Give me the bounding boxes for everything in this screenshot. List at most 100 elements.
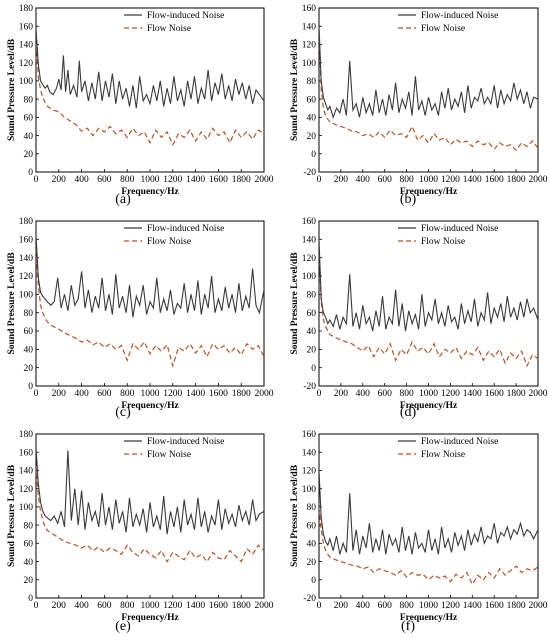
x-tick-label: 2000 (529, 175, 548, 185)
y-tick-label: 120 (302, 254, 317, 264)
series-line-flow-induced-noise (36, 234, 264, 318)
x-tick-label: 800 (120, 601, 135, 611)
y-tick-label: 160 (302, 217, 317, 227)
y-tick-label: 140 (302, 448, 317, 458)
x-axis-title: Frequency/Hz (400, 613, 458, 623)
y-tick-label: 120 (19, 59, 34, 69)
legend-label: Flow Noise (421, 237, 465, 247)
x-tick-label: 1200 (441, 601, 460, 611)
x-tick-label: 1400 (463, 389, 482, 399)
x-tick-label: 400 (74, 389, 89, 399)
y-tick-label: 60 (24, 540, 34, 550)
y-tick-label: -20 (303, 382, 316, 392)
x-tick-label: 1200 (163, 601, 182, 611)
x-tick-label: 0 (34, 389, 39, 399)
y-axis-title: Sound Pressure Level/dB (290, 38, 300, 141)
x-tick-label: 1200 (163, 175, 182, 185)
y-tick-label: 40 (307, 540, 317, 550)
y-tick-label: 60 (24, 327, 34, 337)
y-tick-label: 160 (19, 236, 34, 246)
x-tick-label: 1600 (485, 601, 504, 611)
y-tick-label: 20 (307, 132, 317, 142)
chart-panel-b: 0 200 400 600 800 1000 1200 1400 1600 1800 2000-20… (290, 4, 548, 207)
panel-caption: (a) (115, 192, 131, 207)
x-tick-label: 2000 (529, 601, 548, 611)
x-tick-label: 1400 (186, 389, 205, 399)
x-tick-label: 600 (97, 601, 112, 611)
chart-panel-f: 0 200 400 600 800 1000 1200 1400 1600 1800 2000-20… (290, 430, 548, 634)
y-tick-label: 160 (19, 448, 34, 458)
y-tick-label: 180 (19, 430, 34, 440)
y-tick-label: 160 (302, 4, 317, 14)
y-tick-label: 100 (19, 503, 34, 513)
y-tick-label: -20 (303, 168, 316, 178)
x-tick-label: 400 (74, 601, 89, 611)
y-tick-label: 160 (302, 430, 317, 440)
x-tick-label: 1600 (209, 175, 228, 185)
series-line-flow-induced-noise (319, 26, 538, 120)
y-tick-label: 0 (311, 576, 316, 586)
x-tick-label: 1600 (209, 601, 228, 611)
y-tick-label: 20 (307, 346, 317, 356)
y-tick-label: 80 (307, 291, 317, 301)
y-tick-label: 140 (302, 236, 317, 246)
y-axis-title: Sound Pressure Level/dB (290, 252, 300, 355)
y-tick-label: 40 (307, 327, 317, 337)
legend-label: Flow-induced Noise (421, 11, 498, 21)
x-tick-label: 400 (74, 175, 89, 185)
y-tick-label: 140 (302, 22, 317, 32)
x-tick-label: 0 (34, 601, 39, 611)
legend-label: Flow-induced Noise (421, 437, 498, 447)
y-tick-label: 120 (302, 467, 317, 477)
y-axis-title: Sound Pressure Level/dB (7, 252, 17, 355)
x-tick-label: 0 (317, 175, 322, 185)
series-line-flow-noise (319, 506, 538, 586)
y-tick-label: -20 (303, 594, 316, 604)
legend-label: Flow Noise (147, 237, 191, 247)
series-line-flow-induced-noise (319, 470, 538, 555)
x-tick-label: 1800 (232, 175, 251, 185)
x-tick-label: 200 (52, 175, 67, 185)
x-tick-label: 1800 (507, 175, 526, 185)
x-tick-label: 2000 (255, 175, 274, 185)
y-tick-label: 160 (19, 22, 34, 32)
legend-label: Flow-induced Noise (421, 224, 498, 234)
y-tick-label: 60 (307, 521, 317, 531)
x-tick-label: 1400 (463, 175, 482, 185)
panel-caption: (b) (400, 192, 417, 207)
y-tick-label: 100 (302, 59, 317, 69)
x-tick-label: 1200 (441, 389, 460, 399)
y-tick-label: 0 (28, 168, 33, 178)
x-tick-label: 600 (378, 389, 393, 399)
x-tick-label: 1000 (419, 601, 438, 611)
y-tick-label: 60 (307, 95, 317, 105)
y-tick-label: 0 (28, 382, 33, 392)
legend-label: Flow-induced Noise (147, 11, 224, 21)
chart-panel-c: 0 200 400 600 800 1000 1200 1400 1600 1800 2000 0 20… (7, 217, 274, 420)
series-line-flow-induced-noise (36, 447, 264, 535)
y-tick-label: 100 (302, 485, 317, 495)
series-line-flow-induced-noise (319, 239, 538, 332)
x-axis-title: Frequency/Hz (121, 401, 179, 411)
x-tick-label: 400 (356, 389, 371, 399)
x-tick-label: 1000 (141, 389, 160, 399)
y-tick-label: 80 (24, 309, 34, 319)
x-tick-label: 800 (399, 175, 414, 185)
x-tick-label: 1600 (485, 175, 504, 185)
legend-label: Flow Noise (421, 24, 465, 34)
y-tick-label: 0 (311, 364, 316, 374)
panel-caption: (d) (400, 405, 417, 420)
series-line-flow-noise (319, 30, 538, 152)
y-tick-label: 40 (24, 132, 34, 142)
y-tick-label: 80 (307, 503, 317, 513)
series-line-flow-induced-noise (36, 27, 264, 109)
x-tick-label: 0 (317, 389, 322, 399)
y-tick-label: 100 (19, 291, 34, 301)
legend-label: Flow Noise (147, 24, 191, 34)
x-tick-label: 600 (97, 175, 112, 185)
y-tick-label: 40 (307, 114, 317, 124)
x-tick-label: 800 (399, 601, 414, 611)
x-tick-label: 1400 (186, 601, 205, 611)
panel-caption: (c) (115, 405, 131, 420)
